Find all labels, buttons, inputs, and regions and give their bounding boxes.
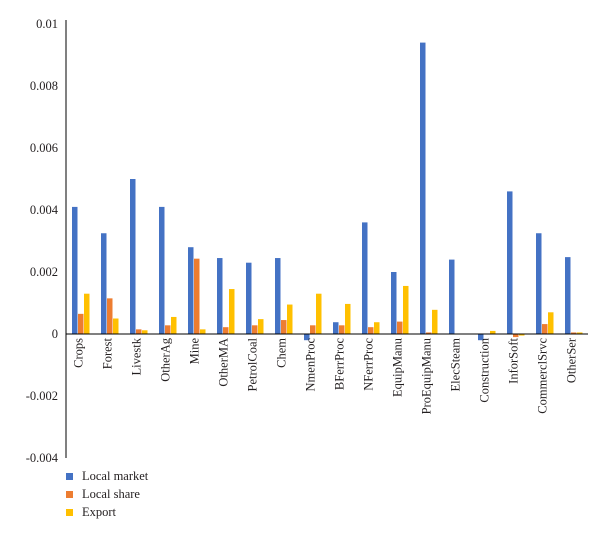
- axes: [65, 20, 588, 458]
- category-label: BFerrProc: [333, 338, 347, 391]
- bar-local-share: [339, 325, 345, 334]
- bar-local-share: [281, 320, 287, 334]
- bar-local-share: [78, 313, 84, 334]
- category-label: NmenProc: [304, 338, 318, 392]
- legend-label: Local share: [82, 487, 140, 501]
- bar-local-market: [101, 233, 107, 334]
- category-label: EquipManu: [391, 337, 405, 397]
- bar-local-share: [397, 321, 403, 334]
- category-label: ProEquipManu: [420, 337, 434, 414]
- bar-local-market: [304, 334, 310, 341]
- legend-swatch: [66, 473, 73, 480]
- category-label: InforSoft: [507, 337, 521, 383]
- y-tick-label: 0.008: [30, 79, 58, 93]
- category-label: Mine: [188, 338, 202, 365]
- y-tick-label: 0.01: [36, 17, 58, 31]
- bar-export: [84, 293, 90, 334]
- bar-export: [171, 316, 177, 334]
- bar-local-market: [217, 258, 223, 334]
- bar-local-share: [223, 327, 229, 334]
- bar-local-share: [368, 327, 374, 334]
- bar-export: [432, 309, 438, 334]
- bar-export: [374, 322, 380, 334]
- category-label: Livestk: [130, 337, 144, 375]
- y-tick-label: 0.006: [30, 141, 58, 155]
- y-tick-label: 0.004: [30, 203, 59, 217]
- bar-local-market: [449, 259, 455, 334]
- bar-export: [316, 293, 322, 334]
- legend-swatch: [66, 509, 73, 516]
- bar-export: [142, 330, 148, 334]
- category-label: OtherSer: [565, 337, 579, 383]
- bar-local-share: [571, 332, 577, 334]
- bar-local-market: [159, 206, 165, 334]
- bar-local-market: [130, 179, 136, 334]
- bar-export: [577, 332, 583, 334]
- bar-local-market: [565, 257, 571, 334]
- y-tick-label: -0.002: [26, 389, 58, 403]
- bar-local-share: [136, 329, 142, 334]
- category-label: OtherAg: [159, 337, 173, 381]
- bar-series-group: [72, 42, 583, 341]
- category-label: PetrolCoal: [246, 337, 260, 391]
- bar-local-market: [333, 322, 339, 334]
- bar-local-share: [252, 325, 258, 334]
- bar-export: [548, 312, 554, 334]
- bar-local-market: [72, 206, 78, 334]
- bar-local-share: [542, 324, 548, 334]
- bar-local-share: [426, 332, 432, 334]
- legend: Local market Local share Export: [66, 469, 149, 519]
- bar-local-market: [246, 262, 252, 334]
- bar-local-share: [165, 325, 171, 334]
- category-labels: Crops Forest Livestk OtherAg Mine OtherMA Petr…: [72, 337, 579, 414]
- bar-export: [229, 289, 235, 334]
- bar-local-share: [194, 258, 200, 334]
- y-tick-label: 0.002: [30, 265, 58, 279]
- bar-export: [519, 334, 525, 336]
- legend-label: Local market: [82, 469, 149, 483]
- category-label: Forest: [101, 337, 115, 369]
- bar-local-market: [188, 247, 194, 334]
- y-tick-label: -0.004: [26, 451, 59, 465]
- bar-local-market: [420, 42, 426, 334]
- category-label: Construction: [478, 337, 492, 402]
- legend-label: Export: [82, 505, 117, 519]
- bar-export: [490, 330, 496, 334]
- category-label: Chem: [275, 338, 289, 368]
- bar-local-market: [536, 233, 542, 334]
- bar-local-share: [513, 334, 519, 338]
- bar-export: [403, 285, 409, 334]
- bar-export: [200, 329, 206, 334]
- category-label: CommerclSrvc: [536, 338, 550, 414]
- bar-local-market: [362, 222, 368, 334]
- bar-export: [113, 318, 119, 334]
- y-tick-label: 0: [52, 327, 58, 341]
- bar-local-market: [391, 272, 397, 334]
- bar-local-share: [310, 325, 316, 334]
- bar-export: [287, 304, 293, 334]
- category-label: NFerrProc: [362, 338, 376, 391]
- category-label: OtherMA: [217, 338, 231, 387]
- bar-export: [345, 303, 351, 334]
- bar-local-market: [478, 334, 484, 341]
- bar-local-market: [507, 191, 513, 334]
- category-label: Crops: [72, 338, 86, 368]
- bar-local-market: [275, 258, 281, 334]
- y-axis-tick-labels: -0.004 -0.002 0 0.002 0.004 0.006 0.008 0.01: [26, 17, 59, 465]
- legend-swatch: [66, 491, 73, 498]
- category-label: ElecSteam: [449, 338, 463, 392]
- bar-local-share: [107, 298, 113, 334]
- bar-export: [258, 319, 264, 334]
